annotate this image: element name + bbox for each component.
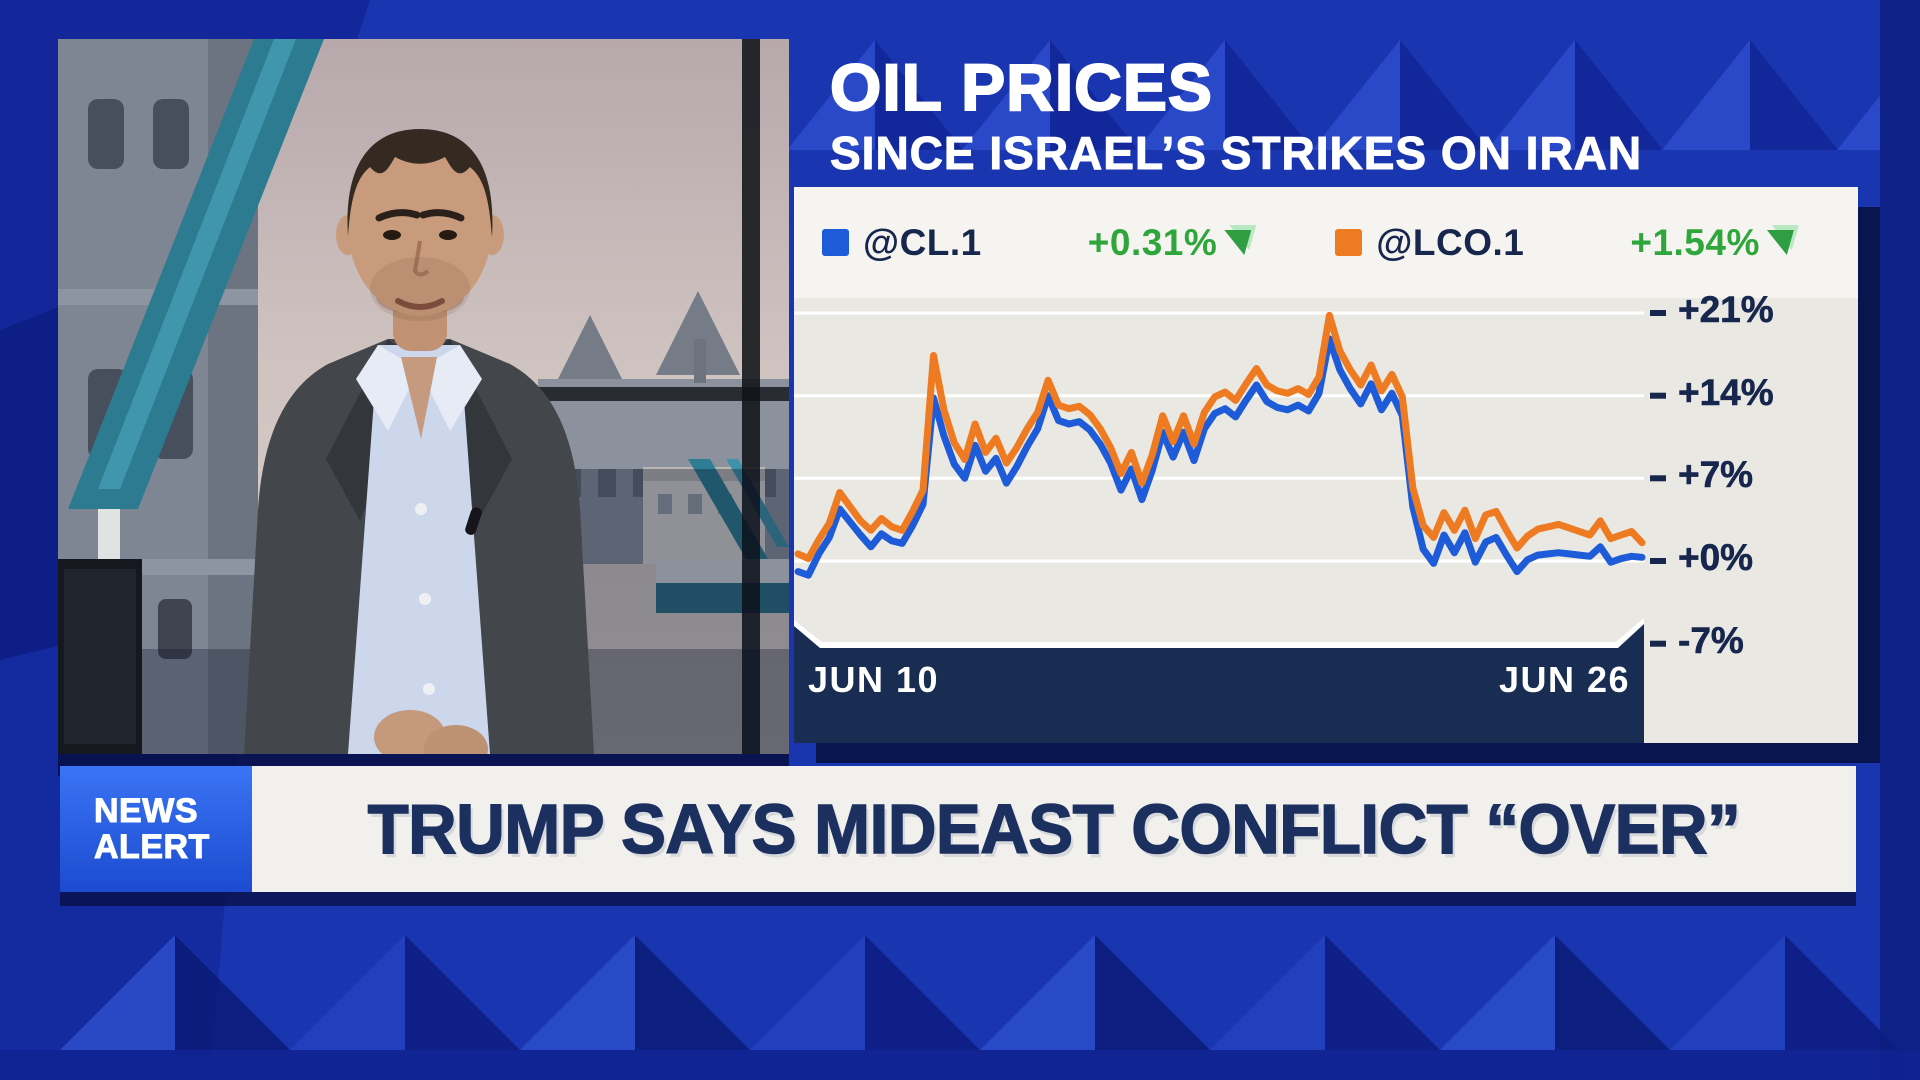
presenter: [244, 129, 594, 754]
y-axis-label: -7%: [1678, 619, 1744, 661]
hair: [347, 129, 493, 237]
news-alert-badge: NEWS ALERT: [60, 766, 252, 892]
cl1-symbol-label: @CL.1: [863, 221, 982, 263]
cl1-change-direction-icon: [1224, 230, 1251, 255]
shirt: [348, 345, 490, 754]
y-axis-label: +21%: [1678, 289, 1774, 331]
tower-bridge-deck: [656, 459, 789, 613]
x-axis-end-label: JUN 26: [1498, 659, 1630, 700]
oil-prices-chart-panel: @CL.1 +0.31% @LCO.1 +1.54% JUN 10 JUN 26…: [794, 187, 1858, 743]
headline-text: TRUMP SAYS MIDEAST CONFLICT “OVER”: [367, 789, 1742, 869]
chart-title: OIL PRICES: [829, 50, 1213, 124]
cl1-change-value: +0.31%: [1087, 221, 1218, 263]
headline-strip: TRUMP SAYS MIDEAST CONFLICT “OVER”: [252, 766, 1856, 892]
tower-bridge-teal-strut: [68, 39, 324, 509]
lco1-change-value: +1.54%: [1630, 221, 1760, 263]
news-alert-banner: NEWS ALERT TRUMP SAYS MIDEAST CONFLICT “…: [60, 766, 1856, 892]
cl1-legend-swatch: [822, 229, 849, 256]
chart-legend: @CL.1 +0.31% @LCO.1 +1.54%: [794, 187, 1858, 298]
background-cube-rows-bottom: [0, 935, 1920, 1080]
chart-subtitle: SINCE ISRAEL’S STRIKES ON IRAN: [829, 127, 1643, 179]
x-axis-start-label: JUN 10: [808, 659, 940, 700]
lco1-change-direction-icon: [1767, 230, 1794, 255]
oil-price-line-chart: [794, 310, 1666, 743]
stubble: [370, 257, 470, 321]
y-axis-label: +7%: [1678, 454, 1754, 496]
lapel-microphone: [465, 507, 482, 535]
lco1-legend-swatch: [1335, 229, 1363, 256]
chart-title-block: OIL PRICES SINCE ISRAEL’S STRIKES ON IRA…: [829, 50, 1643, 179]
x-axis-labels: JUN 10 JUN 26: [808, 659, 1630, 701]
chart-plot-area: JUN 10 JUN 26 +21% +14% +7% +0% -7%: [794, 289, 1858, 743]
studio-monitor: [58, 559, 142, 754]
studio-video-frame: [58, 39, 789, 754]
y-axis-label: +0%: [1678, 537, 1754, 579]
face: [348, 138, 492, 316]
news-alert-badge-line2: ALERT: [94, 828, 210, 866]
news-alert-badge-line1: NEWS: [94, 791, 199, 830]
lco1-symbol-label: @LCO.1: [1376, 221, 1525, 263]
y-axis-label: +14%: [1678, 371, 1774, 413]
